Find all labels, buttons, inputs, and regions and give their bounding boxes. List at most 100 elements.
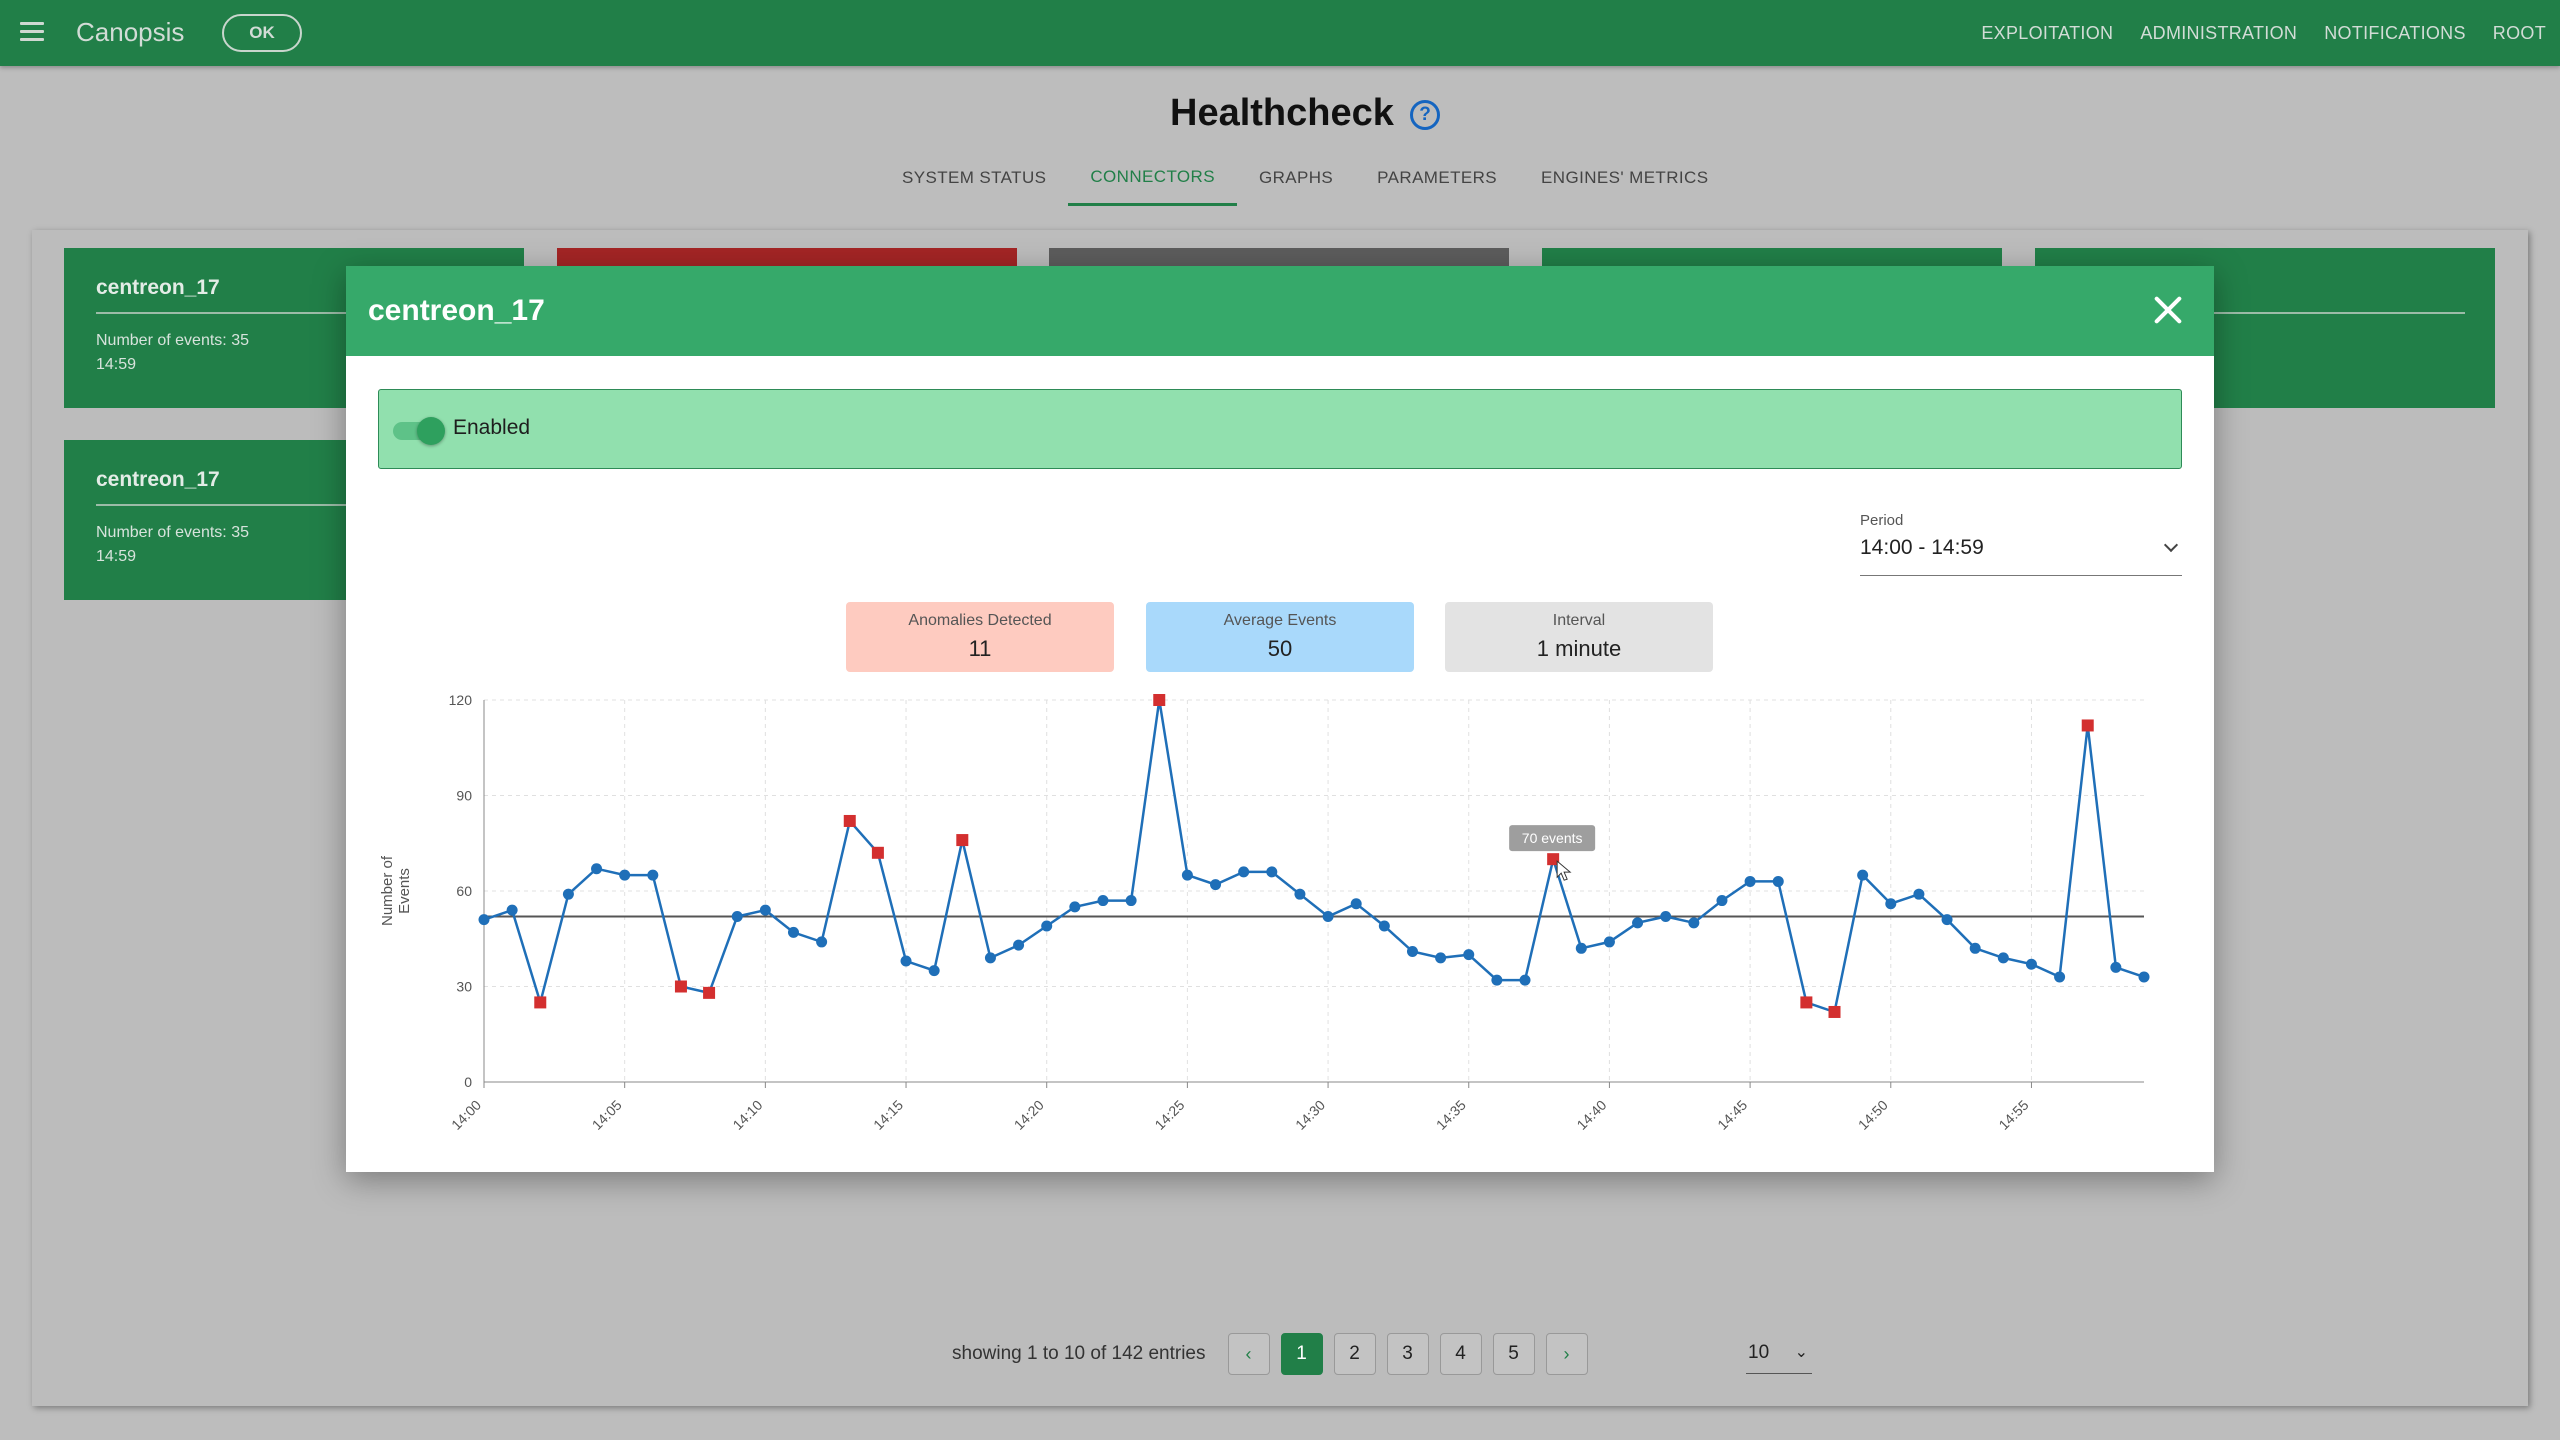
healthcheck-tabs: SYSTEM STATUS CONNECTORS GRAPHS PARAMETE…	[880, 150, 1730, 206]
connector-name: centreon_17	[96, 276, 220, 299]
data-point	[506, 904, 518, 916]
data-point	[759, 904, 771, 916]
nav-exploitation[interactable]: EXPLOITATION	[1981, 22, 2114, 43]
data-point	[1266, 866, 1278, 878]
data-point	[1322, 910, 1334, 922]
data-point	[1041, 920, 1053, 932]
data-point	[1660, 910, 1672, 922]
chevron-down-icon: ⌄	[1794, 1344, 1808, 1361]
nav-notifications[interactable]: NOTIFICATIONS	[2324, 22, 2466, 43]
per-page-select[interactable]: 10 ⌄	[1746, 1338, 1812, 1374]
events-chart: 0 30 60 90 120 14:00 14:05 14:10 14:15 14:20 14:25…	[379, 692, 2150, 1133]
data-point	[1435, 952, 1447, 964]
per-page-value: 10	[1748, 1342, 1770, 1363]
health-status-badge[interactable]: OK	[222, 14, 302, 52]
data-point	[1013, 939, 1025, 951]
anomalies-stat: Anomalies Detected 11	[846, 602, 1114, 672]
y-tick-label: 60	[456, 883, 472, 899]
data-point	[1603, 936, 1615, 948]
interval-value: 1 minute	[1536, 636, 1622, 661]
period-label: Period	[1860, 512, 1904, 529]
enabled-banner: Enabled	[378, 389, 2182, 469]
hamburger-menu-icon[interactable]	[20, 22, 44, 42]
card-divider	[96, 504, 494, 506]
anomalies-label: Anomalies Detected	[908, 612, 1052, 629]
tab-system-status[interactable]: SYSTEM STATUS	[902, 168, 1047, 187]
data-point	[1294, 888, 1306, 900]
card-divider	[2067, 312, 2465, 314]
data-point	[1772, 875, 1784, 887]
toggle-knob	[417, 417, 445, 445]
x-tick-label: 14:35	[1433, 1097, 1469, 1133]
x-tick-label: 14:50	[1855, 1097, 1891, 1133]
page-button-5[interactable]: 5	[1492, 1333, 1535, 1375]
anomaly-point	[1828, 1005, 1841, 1018]
tab-engines-metrics[interactable]: ENGINES' METRICS	[1541, 168, 1709, 187]
data-point	[1688, 917, 1700, 929]
anomaly-point	[1800, 996, 1813, 1009]
period-select[interactable]: Period 14:00 - 14:59	[1860, 510, 2182, 576]
anomaly-point	[2081, 719, 2094, 732]
data-point	[1997, 952, 2009, 964]
page-button-4[interactable]: 4	[1439, 1333, 1482, 1375]
x-tick-label: 14:10	[729, 1097, 765, 1133]
connector-modal: centreon_17 Enabled Period 14:00 - 14:59…	[346, 266, 2214, 1172]
data-point	[478, 914, 490, 926]
data-point	[1350, 898, 1362, 910]
x-tick-label: 14:45	[1714, 1097, 1750, 1133]
y-tick-label: 90	[456, 788, 472, 804]
data-point	[1969, 942, 1981, 954]
x-tick-label: 14:00	[448, 1097, 484, 1133]
enabled-toggle[interactable]	[393, 417, 445, 445]
data-point	[1885, 898, 1897, 910]
interval-label: Interval	[1552, 612, 1606, 629]
data-point	[984, 952, 996, 964]
tab-parameters[interactable]: PARAMETERS	[1377, 168, 1498, 187]
next-page-button[interactable]: ›	[1545, 1333, 1588, 1375]
page-button-1[interactable]: 1	[1280, 1333, 1323, 1375]
interval-stat: Interval 1 minute	[1445, 602, 1713, 672]
data-point	[2054, 971, 2066, 983]
tab-graphs[interactable]: GRAPHS	[1258, 168, 1334, 187]
average-events-label: Average Events	[1223, 612, 1337, 629]
connector-events: Number of events: 35	[96, 524, 249, 541]
page-button-3[interactable]: 3	[1386, 1333, 1429, 1375]
nav-administration[interactable]: ADMINISTRATION	[2140, 22, 2298, 43]
data-point	[1238, 866, 1250, 878]
x-tick-label: 14:40	[1573, 1097, 1609, 1133]
help-icon[interactable]: ?	[1410, 100, 1440, 130]
anomaly-point	[871, 846, 884, 859]
page-button-2[interactable]: 2	[1333, 1333, 1376, 1375]
close-icon[interactable]	[2148, 290, 2188, 330]
y-axis-label: Number ofEvents	[379, 855, 413, 926]
anomaly-point	[843, 814, 856, 827]
average-events-stat: Average Events 50	[1146, 602, 1414, 672]
x-tick-label: 14:05	[589, 1097, 625, 1133]
nav-user-menu[interactable]: ROOT	[2492, 22, 2546, 43]
data-point	[816, 936, 828, 948]
enabled-label: Enabled	[453, 416, 531, 439]
period-value: 14:00 - 14:59	[1860, 536, 1984, 559]
page-title: Healthcheck	[1170, 92, 1394, 134]
app-name[interactable]: Canopsis	[76, 17, 185, 47]
anomaly-point	[534, 996, 547, 1009]
data-point	[1097, 895, 1109, 907]
y-tick-label: 120	[449, 692, 473, 708]
connector-time: 14:59	[96, 356, 137, 373]
data-point	[591, 863, 603, 875]
data-point	[1463, 949, 1475, 961]
tooltip-box	[1509, 825, 1596, 852]
pagination: showing 1 to 10 of 142 entries ‹ 1 2 3 4…	[952, 1332, 1599, 1376]
average-events-value: 50	[1267, 636, 1293, 661]
prev-page-button[interactable]: ‹	[1227, 1333, 1270, 1375]
anomaly-point	[1547, 853, 1560, 866]
data-point	[2110, 961, 2122, 973]
data-point	[1125, 895, 1137, 907]
anomalies-value: 11	[968, 636, 992, 661]
data-point	[647, 869, 659, 881]
series-line	[483, 699, 2145, 1014]
tab-connectors[interactable]: CONNECTORS	[1068, 150, 1237, 206]
data-point	[1519, 974, 1531, 986]
data-point	[562, 888, 574, 900]
tooltip-text: 70 events	[1522, 830, 1583, 846]
